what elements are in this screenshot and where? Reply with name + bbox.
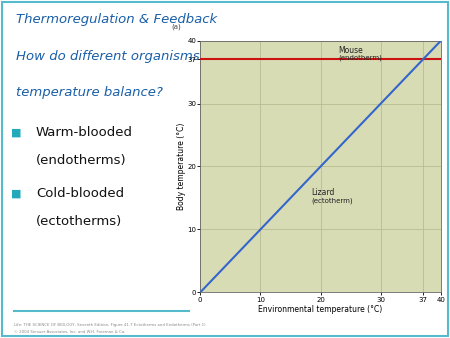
Text: Life: THE SCIENCE OF BIOLOGY, Seventh Edition, Figure 41.7 Ectotherms and Endoth: Life: THE SCIENCE OF BIOLOGY, Seventh Ed… (14, 323, 205, 327)
Text: temperature balance?: temperature balance? (16, 86, 162, 99)
Text: (a): (a) (171, 24, 181, 30)
Text: (ectotherms): (ectotherms) (36, 215, 122, 228)
Text: Lizard: Lizard (311, 189, 335, 197)
Text: (ectotherm): (ectotherm) (311, 198, 353, 204)
Text: Thermoregulation & Feedback: Thermoregulation & Feedback (16, 13, 217, 26)
Text: Cold-blooded: Cold-blooded (36, 187, 124, 200)
X-axis label: Environmental temperature (°C): Environmental temperature (°C) (258, 305, 383, 314)
Text: © 2004 Sinauer Associates, Inc. and W.H. Freeman & Co.: © 2004 Sinauer Associates, Inc. and W.H.… (14, 330, 125, 334)
Text: ■: ■ (11, 189, 22, 199)
Text: ■: ■ (11, 128, 22, 138)
Text: How do different organisms maintain: How do different organisms maintain (16, 50, 262, 63)
Text: (endotherms): (endotherms) (36, 154, 126, 167)
Y-axis label: Body temperature (°C): Body temperature (°C) (177, 123, 186, 210)
Text: (endotherm): (endotherm) (339, 54, 382, 61)
Text: Warm-blooded: Warm-blooded (36, 126, 133, 139)
Text: Mouse: Mouse (339, 46, 364, 55)
